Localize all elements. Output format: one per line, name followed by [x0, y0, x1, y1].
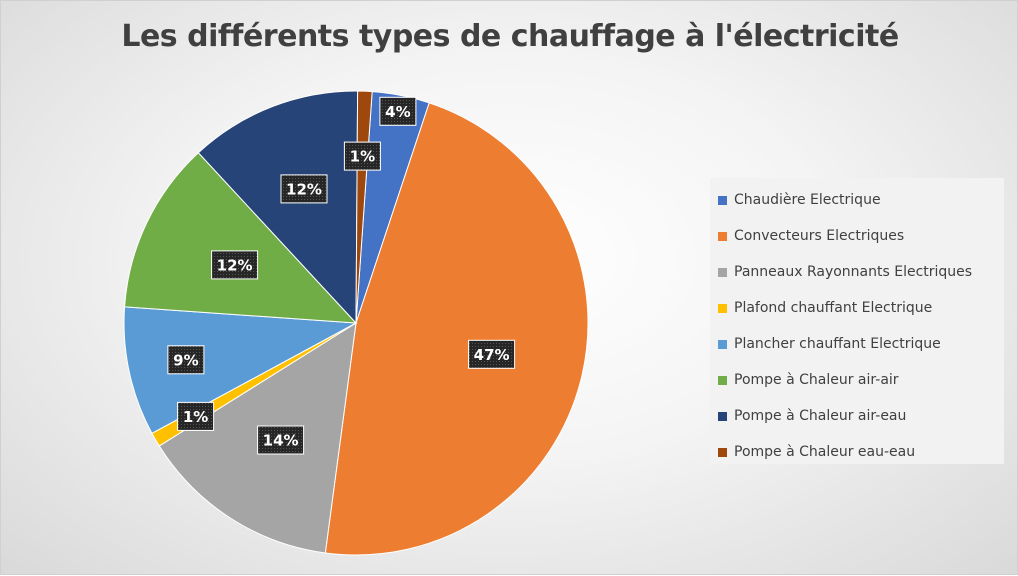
legend-item: Pompe à Chaleur air-air [710, 362, 1004, 398]
data-label-box [257, 425, 305, 455]
legend-item: Panneaux Rayonnants Electriques [710, 254, 1004, 290]
data-label-text: 12% [217, 256, 253, 274]
legend-swatch [718, 267, 727, 277]
data-label-text: 1% [183, 408, 208, 426]
data-label: 12% [280, 174, 328, 204]
data-label-text: 1% [350, 148, 375, 166]
data-label: 9% [167, 345, 205, 375]
data-label-text: 12% [286, 180, 322, 198]
data-label-box [167, 345, 205, 375]
legend-item: Chaudière Electrique [710, 182, 1004, 218]
legend-item: Convecteurs Electriques [710, 218, 1004, 254]
legend-swatch [718, 375, 727, 385]
data-label-box [177, 401, 215, 431]
data-label-box [379, 96, 417, 126]
pie-slice [123, 306, 358, 435]
legend-swatch [718, 447, 727, 457]
data-label-text: 47% [474, 346, 510, 364]
legend-swatch [718, 231, 727, 241]
legend-item: Pompe à Chaleur air-eau [710, 398, 1004, 434]
data-label: 1% [343, 141, 381, 171]
data-label-text: 9% [173, 351, 198, 369]
legend-label: Convecteurs Electriques [734, 228, 905, 244]
legend-label: Pompe à Chaleur air-air [734, 372, 899, 388]
legend-label: Pompe à Chaleur air-eau [734, 408, 907, 424]
legend-label: Panneaux Rayonnants Electriques [734, 264, 973, 280]
legend-label: Plafond chauffant Electrique [734, 300, 933, 316]
legend-item: Pompe à Chaleur eau-eau [710, 434, 1004, 470]
legend-label: Pompe à Chaleur eau-eau [734, 444, 916, 460]
data-label: 4% [379, 96, 417, 126]
pie-slice [324, 102, 589, 556]
data-label: 14% [257, 425, 305, 455]
data-label-box [211, 250, 259, 280]
pie-slice [197, 90, 359, 325]
legend: Chaudière Electrique Convecteurs Electriq… [710, 178, 1004, 464]
legend-swatch [718, 339, 727, 349]
data-label-box [280, 174, 328, 204]
legend-label: Plancher chauffant Electrique [734, 336, 941, 352]
chart-title: Les différents types de chauffage à l'él… [121, 19, 899, 54]
data-label: 47% [468, 339, 516, 369]
data-label-text: 14% [263, 432, 299, 450]
data-label-text: 4% [385, 103, 410, 121]
data-label: 1% [177, 401, 215, 431]
data-label: 12% [211, 250, 259, 280]
legend-label: Chaudière Electrique [734, 192, 881, 208]
legend-item: Plafond chauffant Electrique [710, 290, 1004, 326]
data-label-box [468, 339, 516, 369]
legend-swatch [718, 195, 727, 205]
legend-item: Plancher chauffant Electrique [710, 326, 1004, 362]
pie-slice [124, 152, 358, 324]
legend-swatch [718, 303, 727, 313]
legend-swatch [718, 411, 727, 421]
data-label-box [343, 141, 381, 171]
